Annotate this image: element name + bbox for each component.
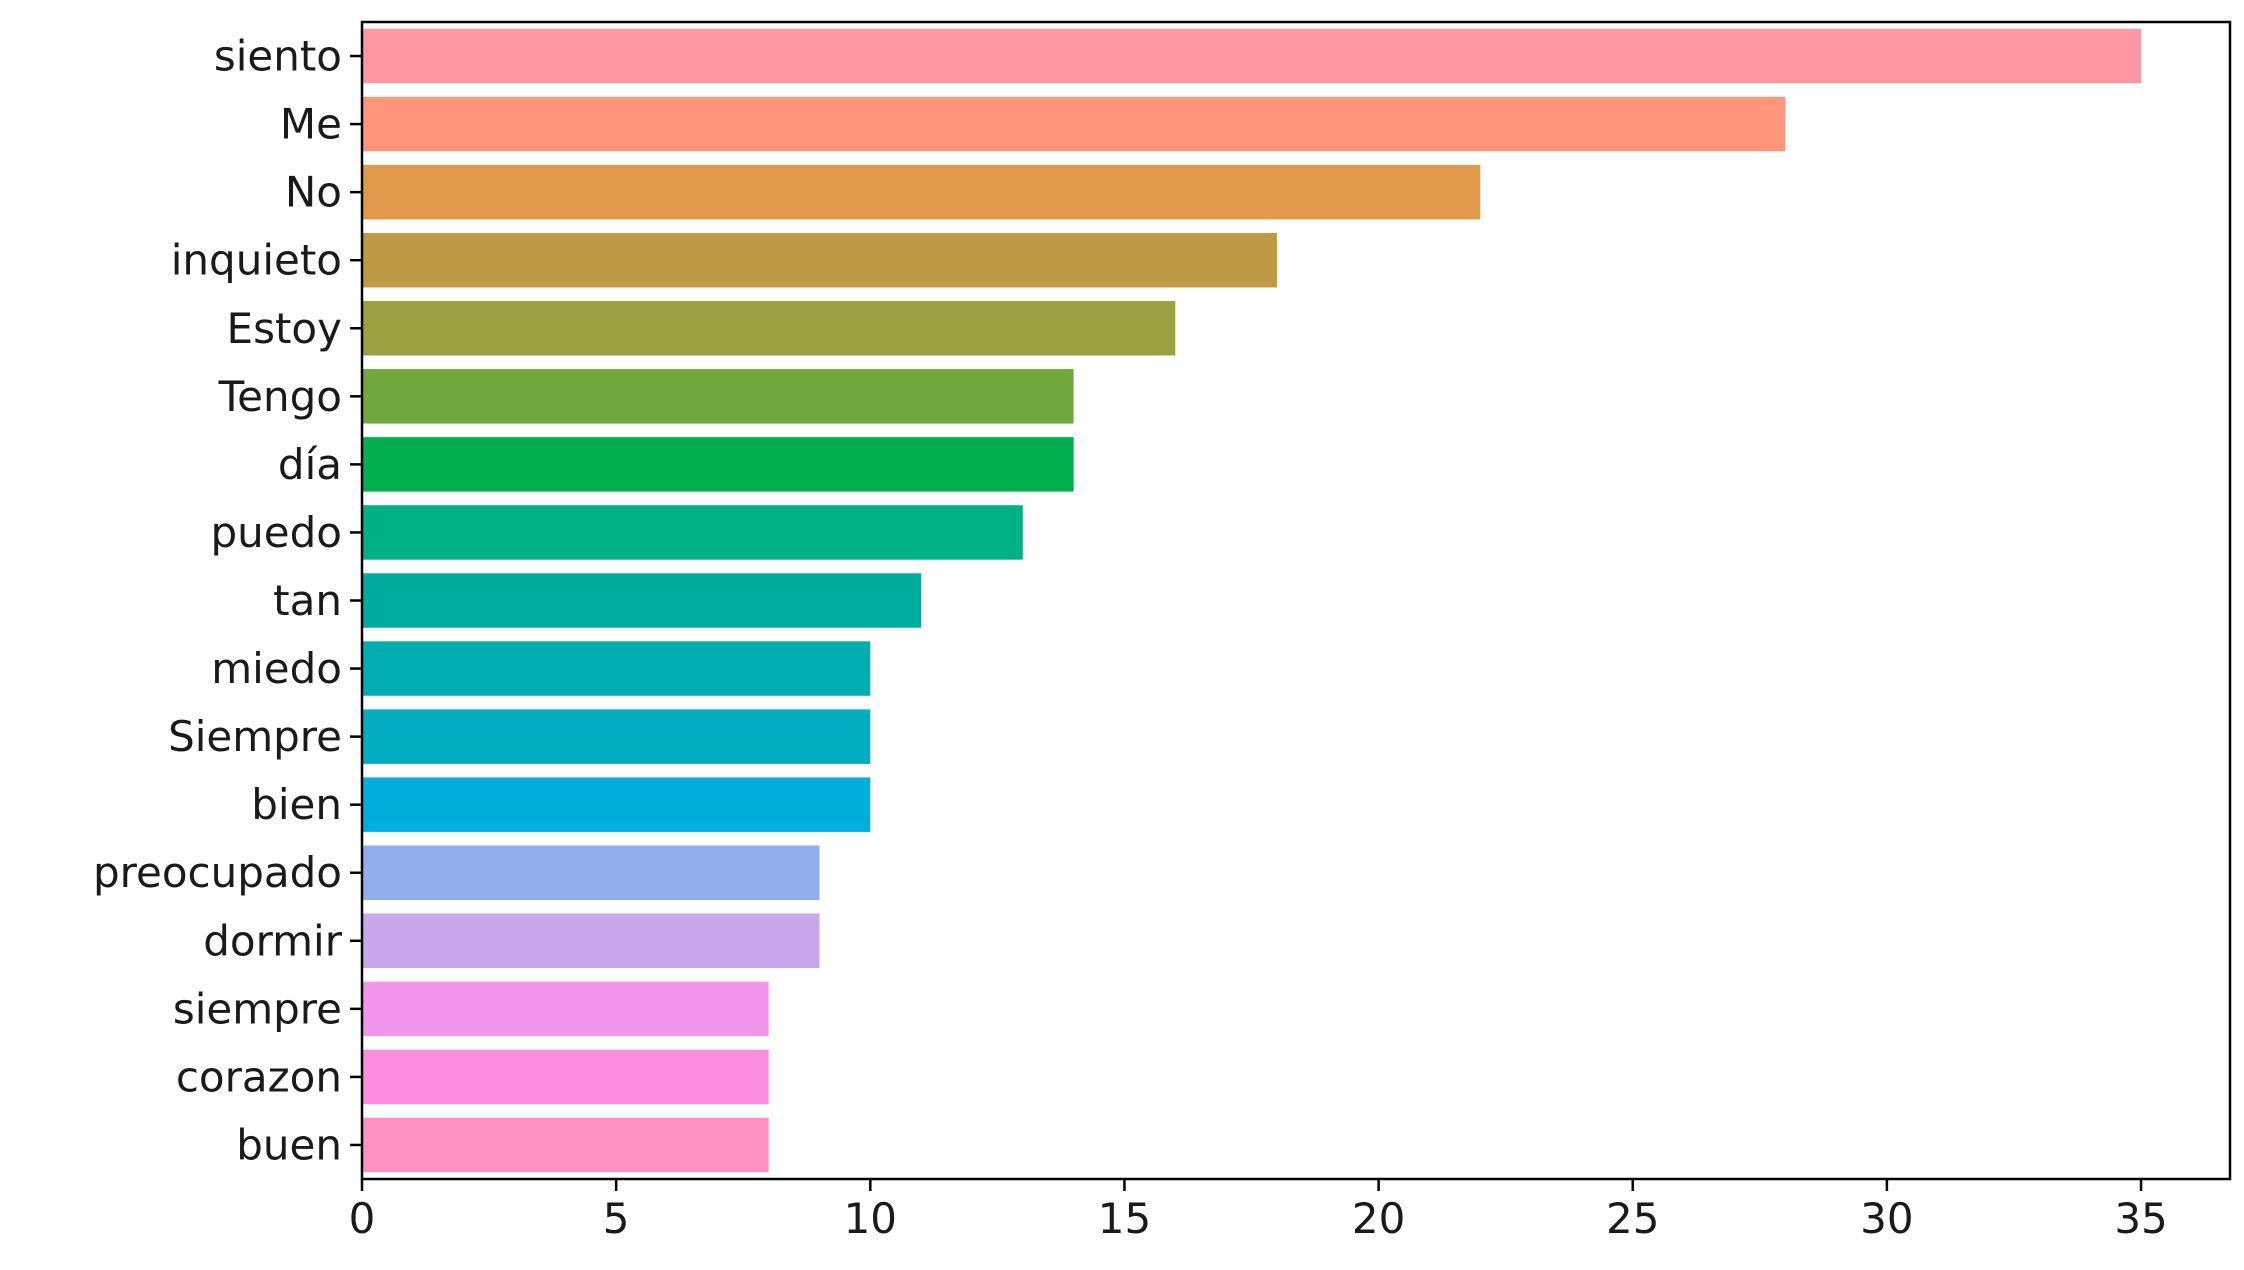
y-tick-label-4: Estoy [227,304,342,353]
y-tick-label-3: inquieto [171,236,342,285]
y-tick-label-16: buen [236,1120,342,1169]
y-tick-label-5: Tengo [218,372,342,421]
bar-11 [362,777,871,832]
y-tick-label-11: bien [251,780,342,829]
x-tick-label-3: 15 [1098,1194,1151,1243]
bar-15 [362,1049,769,1105]
y-tick-label-6: día [278,440,342,489]
y-tick-label-2: No [285,168,342,217]
x-tick-label-1: 5 [603,1194,630,1243]
y-tick-label-8: tan [273,576,342,625]
y-tick-label-1: Me [280,100,342,149]
x-tick-label-6: 30 [1860,1194,1913,1243]
x-tick-label-2: 10 [844,1194,897,1243]
bar-12 [362,845,820,900]
y-tick-label-14: siempre [173,984,342,1033]
x-axis-ticks: 0 5 10 15 20 25 30 35 [349,1179,2168,1243]
x-tick-label-4: 20 [1352,1194,1405,1243]
y-tick-label-7: puedo [211,508,342,557]
y-tick-label-13: dormir [203,916,342,965]
bar-10 [362,709,871,764]
plot-area-frame [360,20,2232,1181]
y-tick-label-15: corazon [176,1052,342,1101]
x-tick-label-7: 35 [2114,1194,2167,1243]
y-tick-label-9: miedo [211,644,342,693]
bar-14 [362,981,769,1037]
bar-4 [362,301,1176,356]
x-tick-label-0: 0 [349,1194,376,1243]
bar-16 [362,1117,769,1173]
bar-0 [362,28,2142,84]
y-tick-label-0: siento [214,32,342,81]
bar-13 [362,913,820,969]
bar-3 [362,232,1277,288]
y-axis-ticks: siento Me No inquieto Estoy Tengo día puedo tan m… [93,32,362,1169]
bar-8 [362,573,922,628]
bar-1 [362,96,1786,152]
y-tick-label-10: Siempre [168,712,342,761]
bar-5 [362,369,1074,424]
bars-layer [362,28,2142,1173]
y-tick-label-12: preocupado [93,848,342,897]
bar-9 [362,641,871,696]
bar-7 [362,505,1023,560]
bar-2 [362,164,1481,220]
x-tick-label-5: 25 [1606,1194,1659,1243]
bar-6 [362,437,1074,492]
